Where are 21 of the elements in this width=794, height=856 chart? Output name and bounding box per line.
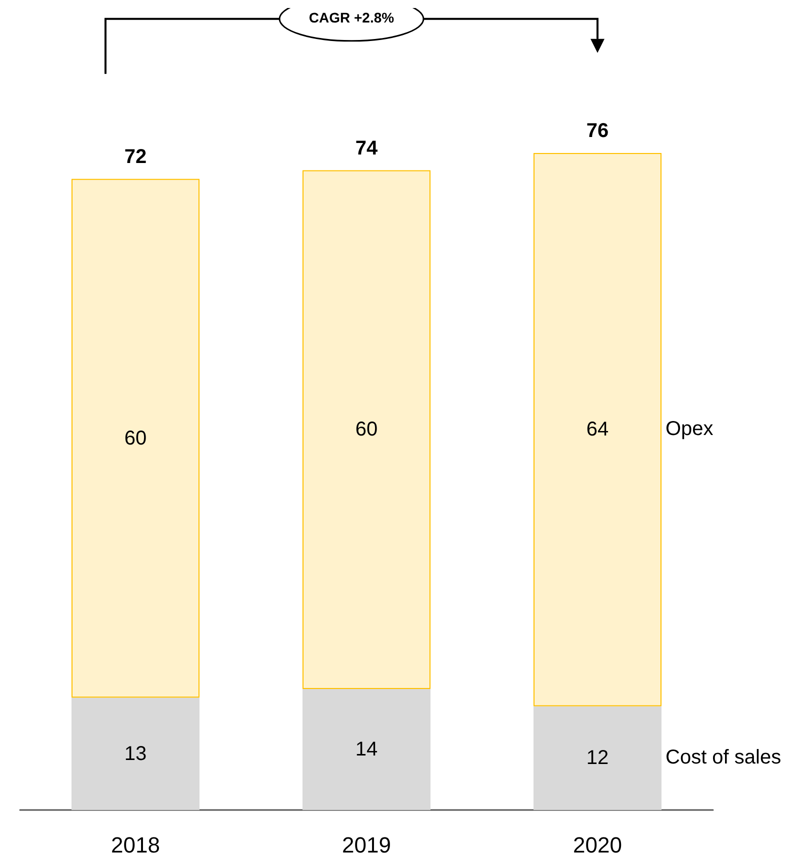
data-label: 60 bbox=[124, 427, 147, 450]
data-label: 14 bbox=[355, 738, 378, 760]
bar bbox=[302, 170, 430, 689]
x-tick-label: 2019 bbox=[342, 832, 391, 856]
total-label: 72 bbox=[124, 146, 147, 168]
data-label: 12 bbox=[586, 747, 609, 770]
data-label: 64 bbox=[586, 418, 609, 441]
bar bbox=[302, 688, 430, 810]
data-label: 60 bbox=[355, 418, 378, 441]
data-label: 13 bbox=[124, 742, 147, 765]
text: CAGR +2.8% bbox=[308, 10, 395, 26]
bar bbox=[534, 153, 662, 706]
total-label: 74 bbox=[355, 137, 378, 160]
x-tick-label: 2020 bbox=[573, 832, 622, 856]
bar bbox=[72, 178, 200, 698]
total-label: 76 bbox=[586, 120, 609, 142]
series-label: Opex bbox=[666, 418, 714, 440]
series-label: Cost of sales bbox=[666, 746, 782, 768]
x-tick-label: 2018 bbox=[111, 832, 160, 856]
bar bbox=[72, 698, 200, 810]
bar bbox=[534, 706, 662, 810]
